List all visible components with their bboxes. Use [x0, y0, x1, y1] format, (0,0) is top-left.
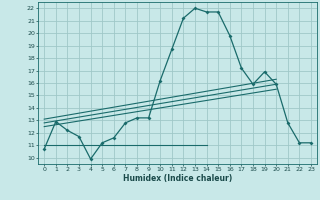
X-axis label: Humidex (Indice chaleur): Humidex (Indice chaleur) — [123, 174, 232, 183]
